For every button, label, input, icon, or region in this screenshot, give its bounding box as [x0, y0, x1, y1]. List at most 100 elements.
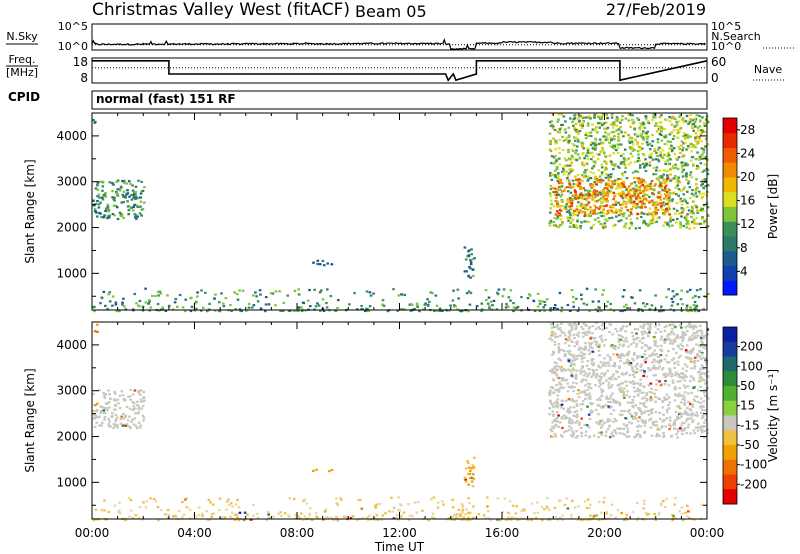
- data-cell: [144, 506, 148, 509]
- data-cell: [621, 432, 625, 435]
- data-cell: [367, 309, 371, 313]
- data-cell: [638, 189, 641, 192]
- data-cell: [584, 397, 587, 400]
- data-cell: [596, 372, 599, 375]
- data-cell: [636, 432, 640, 436]
- data-cell: [641, 153, 645, 156]
- data-cell: [687, 423, 691, 426]
- data-cell: [334, 516, 337, 519]
- data-cell: [119, 418, 123, 421]
- data-cell: [360, 304, 363, 308]
- data-cell: [679, 226, 682, 229]
- data-cell: [692, 327, 695, 330]
- data-cell: [615, 119, 618, 122]
- data-cell: [631, 202, 635, 205]
- data-cell: [553, 340, 557, 343]
- data-cell: [598, 191, 602, 194]
- data-cell: [222, 305, 226, 308]
- data-cell: [167, 513, 170, 516]
- data-cell: [690, 367, 693, 370]
- data-cell: [569, 186, 573, 189]
- data-cell: [239, 309, 242, 312]
- data-cell: [534, 516, 538, 519]
- data-cell: [611, 346, 614, 349]
- data-cell: [115, 416, 119, 419]
- data-cell: [641, 341, 644, 345]
- data-cell: [648, 201, 651, 204]
- data-cell: [641, 136, 645, 139]
- data-cell: [600, 334, 603, 337]
- data-cell: [696, 429, 700, 432]
- data-cell: [280, 514, 283, 518]
- data-cell: [689, 212, 693, 215]
- data-cell: [704, 156, 708, 159]
- data-cell: [621, 295, 625, 298]
- data-cell: [568, 205, 571, 208]
- data-cell: [597, 379, 601, 382]
- data-cell: [667, 196, 671, 200]
- data-cell: [659, 193, 663, 196]
- ytick-label: 2000: [56, 430, 87, 444]
- data-cell: [665, 119, 669, 122]
- data-cell: [662, 173, 665, 176]
- data-cell: [660, 368, 664, 371]
- data-cell: [139, 192, 143, 195]
- data-cell: [570, 399, 574, 402]
- data-cell: [639, 200, 643, 203]
- data-cell: [649, 186, 653, 189]
- data-cell: [92, 306, 95, 309]
- data-cell: [109, 397, 112, 400]
- data-cell: [512, 306, 516, 309]
- data-cell: [558, 213, 562, 216]
- data-cell: [702, 392, 706, 395]
- data-cell: [630, 182, 633, 185]
- data-cell: [562, 407, 566, 410]
- data-cell: [651, 158, 655, 161]
- data-cell: [543, 300, 547, 304]
- data-cell: [549, 309, 552, 312]
- data-cell: [613, 400, 616, 403]
- data-cell: [492, 299, 496, 302]
- data-cell: [95, 408, 99, 412]
- data-cell: [548, 132, 552, 135]
- data-cell: [464, 480, 468, 483]
- data-cell: [567, 150, 570, 154]
- data-cell: [570, 207, 573, 210]
- data-cell: [571, 219, 574, 222]
- data-cell: [637, 390, 641, 393]
- data-cell: [591, 155, 595, 158]
- data-cell: [699, 222, 702, 225]
- data-cell: [660, 305, 663, 308]
- data-cell: [549, 519, 552, 522]
- data-cell: [567, 179, 571, 182]
- data-cell: [681, 372, 685, 375]
- data-cell: [629, 198, 633, 201]
- data-cell: [230, 309, 233, 313]
- data-cell: [596, 403, 600, 407]
- data-cell: [671, 148, 674, 151]
- data-cell: [574, 377, 578, 380]
- data-cell: [624, 361, 628, 364]
- data-cell: [698, 120, 702, 123]
- data-cell: [407, 519, 411, 522]
- data-cell: [675, 177, 678, 180]
- data-cell: [706, 375, 710, 378]
- data-cell: [548, 121, 552, 124]
- data-cell: [569, 191, 573, 194]
- data-cell: [647, 183, 651, 186]
- data-cell: [129, 398, 132, 401]
- data-cell: [386, 310, 390, 313]
- data-cell: [664, 372, 667, 375]
- data-cell: [600, 200, 603, 203]
- data-cell: [374, 518, 378, 522]
- cpid-frame: [91, 90, 708, 110]
- data-cell: [588, 417, 592, 421]
- data-cell: [684, 375, 687, 378]
- data-cell: [603, 191, 606, 194]
- data-cell: [599, 366, 602, 369]
- data-cell: [267, 513, 270, 516]
- data-cell: [138, 212, 142, 215]
- data-cell: [634, 170, 637, 173]
- data-cell: [584, 430, 588, 433]
- data-cell: [604, 434, 608, 437]
